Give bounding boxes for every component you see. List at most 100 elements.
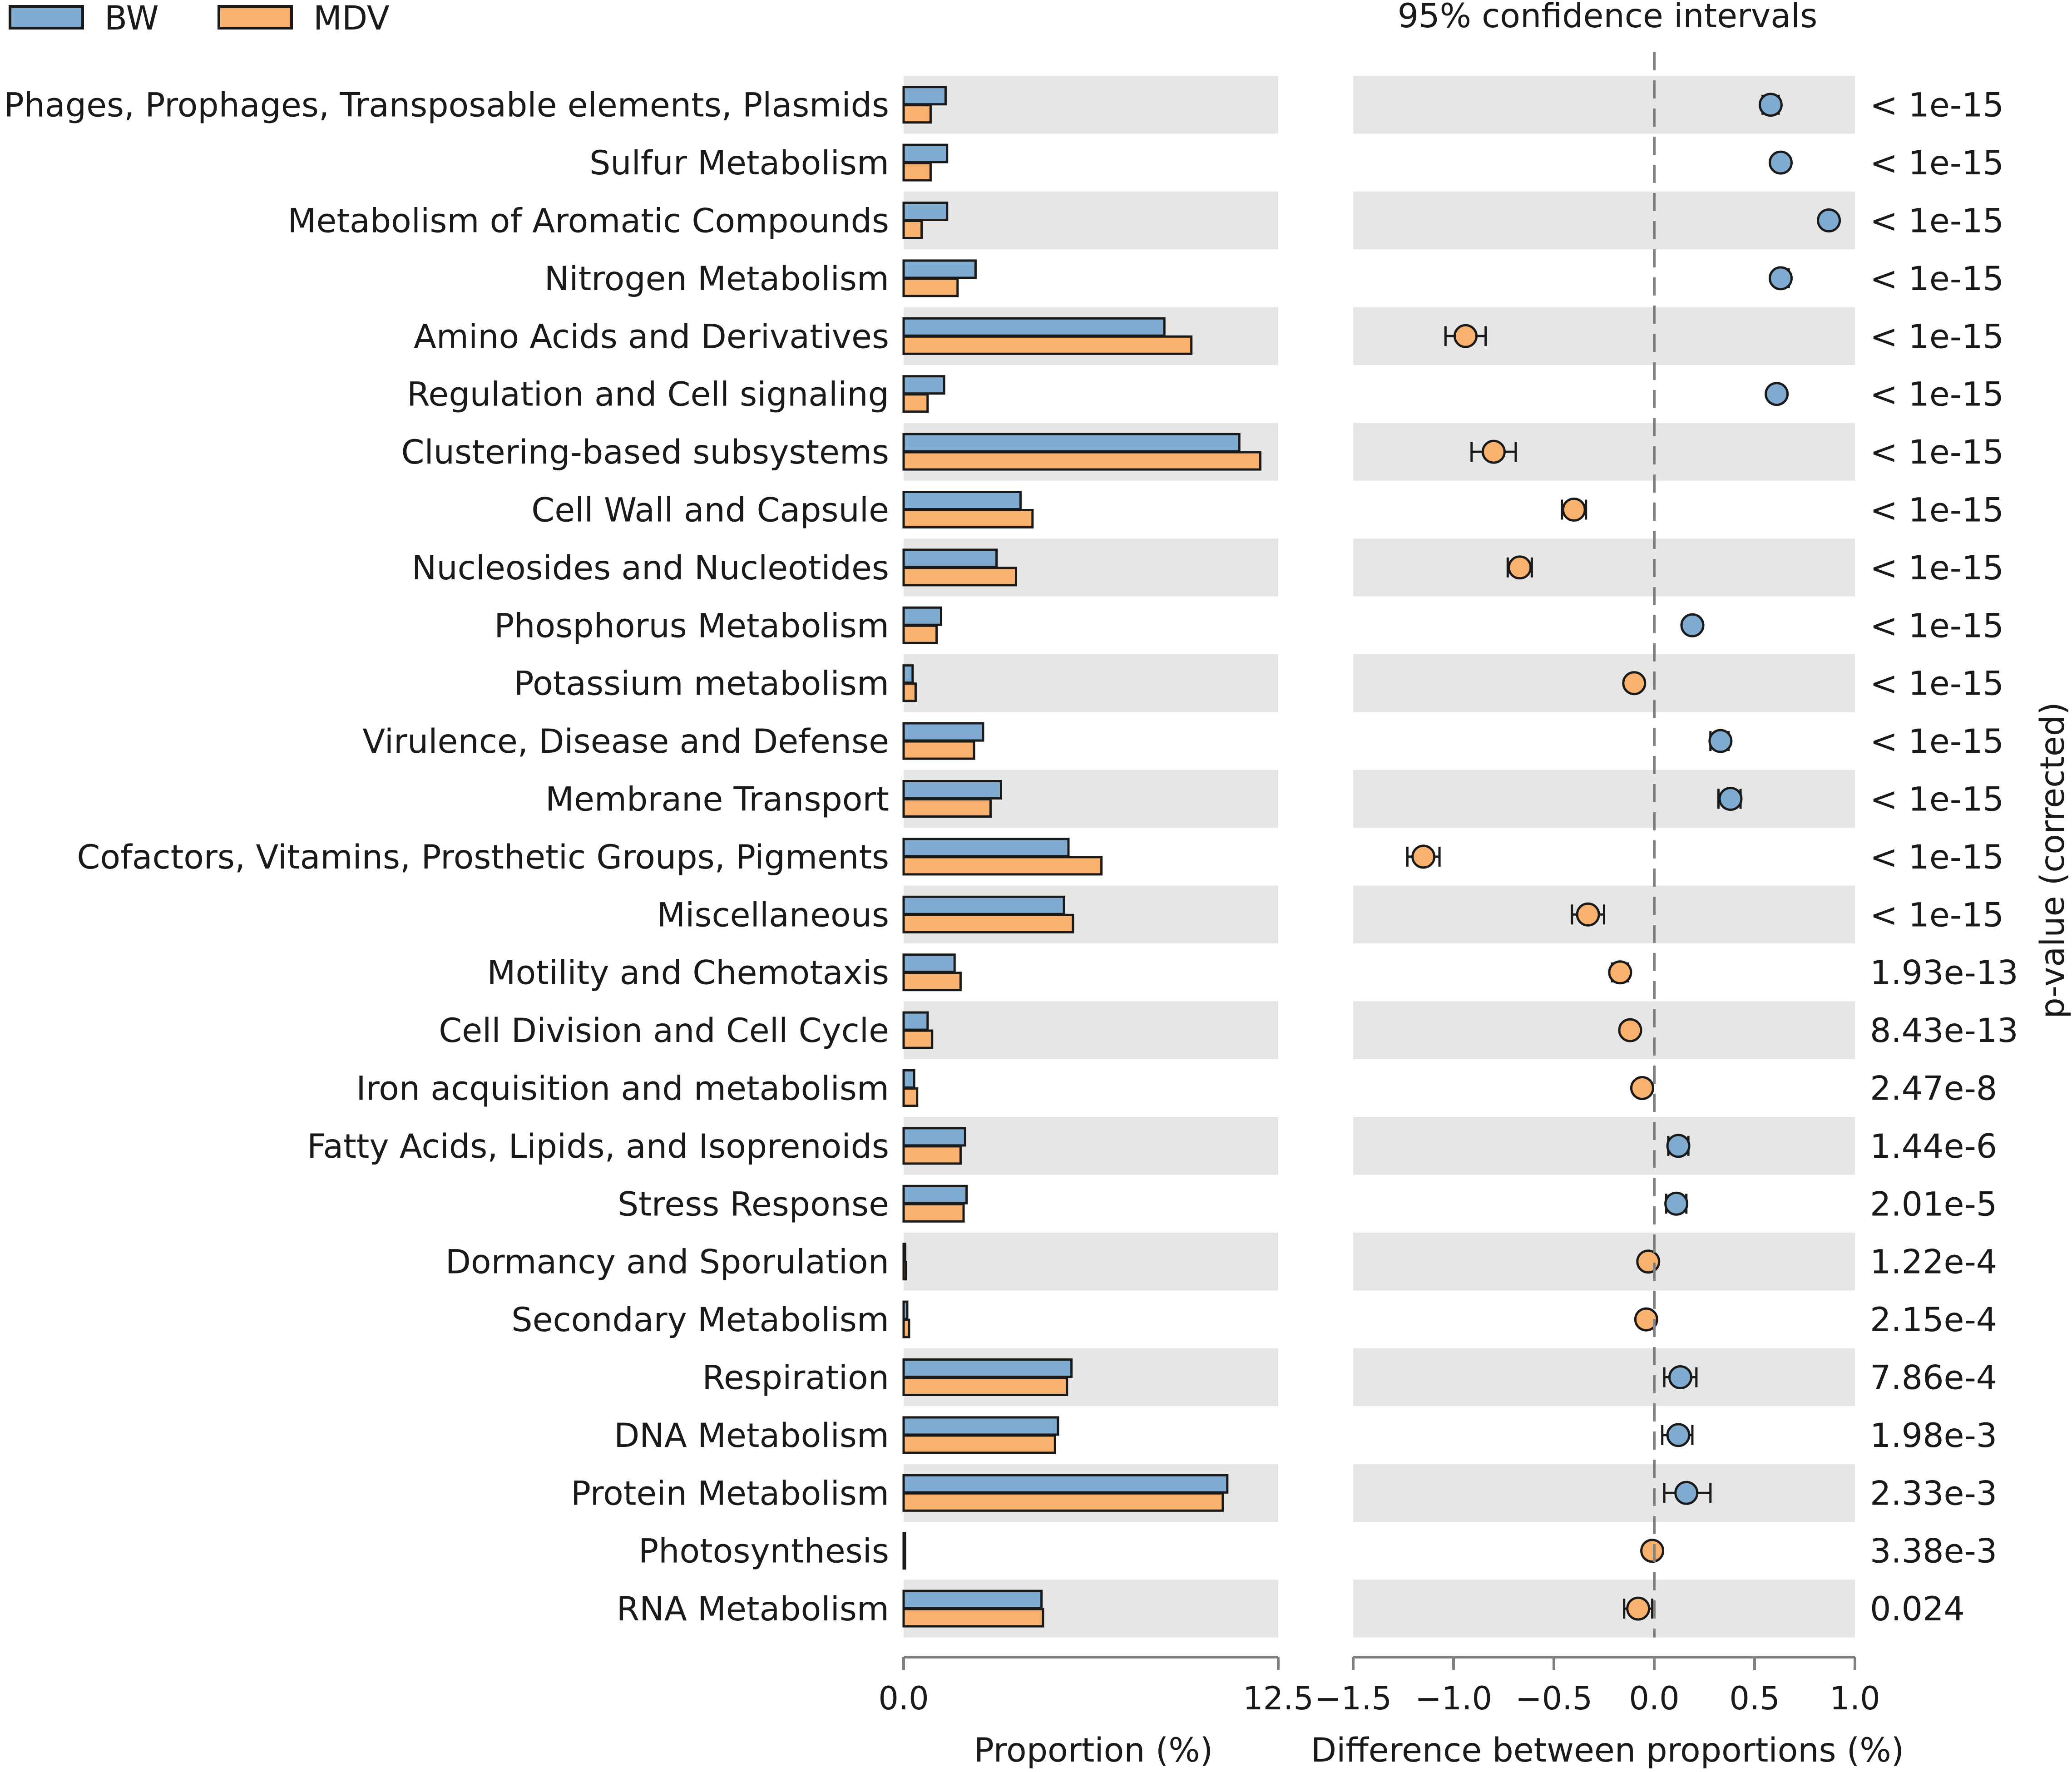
p-value: < 1e-15: [1870, 260, 2004, 298]
ci-title: 95% confidence intervals: [1398, 0, 1818, 35]
category-label: DNA Metabolism: [614, 1417, 889, 1455]
bar-bw: [902, 1127, 966, 1147]
row-band-right: [1353, 1117, 1855, 1175]
bar-bw: [902, 375, 945, 395]
difference-point: [1636, 1249, 1661, 1274]
bar-mdv: [902, 104, 932, 124]
row-band-left: [904, 654, 1278, 712]
difference-point: [1481, 439, 1506, 464]
bar-mdv: [902, 972, 962, 992]
bar-mdv: [902, 1492, 1224, 1512]
bar-mdv: [902, 1087, 919, 1107]
category-label: Stress Response: [618, 1185, 889, 1224]
bar-bw: [902, 1589, 1043, 1609]
difference-point: [1454, 324, 1478, 348]
bar-bw: [902, 143, 949, 163]
category-label: Photosynthesis: [638, 1532, 889, 1571]
legend-label-bw: BW: [104, 0, 159, 38]
bar-mdv: [902, 1203, 965, 1223]
p-value: < 1e-15: [1870, 433, 2004, 472]
difference-point: [1666, 1134, 1691, 1158]
p-value: < 1e-15: [1870, 838, 2004, 877]
category-label: Cell Wall and Capsule: [531, 491, 889, 530]
bar-bw: [902, 433, 1241, 453]
legend-label-mdv: MDV: [313, 0, 390, 38]
difference-point: [1680, 613, 1705, 637]
row-band-left: [904, 1001, 1278, 1059]
difference-point: [1634, 1307, 1658, 1332]
category-label: Dormancy and Sporulation: [445, 1243, 889, 1282]
bar-bw: [902, 1300, 909, 1320]
category-label: Cofactors, Vitamins, Prosthetic Groups, …: [77, 838, 889, 877]
bar-mdv: [902, 740, 975, 760]
category-label: Sulfur Metabolism: [589, 144, 889, 183]
category-label: Fatty Acids, Lipids, and Isoprenoids: [307, 1127, 889, 1166]
bar-mdv: [902, 1029, 934, 1049]
category-label: Regulation and Cell signaling: [407, 375, 889, 414]
bar-bw: [902, 895, 1065, 915]
p-value: < 1e-15: [1870, 375, 2004, 414]
bar-mdv: [902, 798, 992, 818]
bar-mdv: [902, 682, 917, 702]
bar-bw: [902, 548, 998, 568]
difference-marks: [1406, 93, 1841, 1621]
right-axis-title: Difference between proportions (%): [1311, 1731, 1904, 1770]
bar-bw: [902, 491, 1022, 510]
right-axis-tick-label: 0.5: [1729, 1680, 1780, 1717]
row-band-right: [1353, 654, 1855, 712]
row-band-right: [1353, 1464, 1855, 1522]
category-label: Iron acquisition and metabolism: [356, 1070, 889, 1108]
category-label: Secondary Metabolism: [511, 1301, 889, 1339]
bar-bw: [902, 86, 947, 106]
difference-point: [1626, 1596, 1651, 1621]
bar-mdv: [902, 335, 1193, 355]
difference-point: [1618, 1018, 1642, 1042]
bar-mdv: [902, 1608, 1044, 1628]
legend-swatch-mdv: [218, 5, 293, 30]
category-label: RNA Metabolism: [617, 1590, 889, 1629]
difference-point: [1666, 1423, 1691, 1447]
bar-mdv: [902, 451, 1261, 471]
p-values: < 1e-15 < 1e-15 < 1e-15 < 1e-15 < 1e-15 < 1e-…: [1870, 86, 2018, 1629]
bar-bw: [902, 606, 942, 626]
bar-bw: [902, 664, 914, 684]
bar-mdv: [902, 1145, 962, 1165]
pvalue-axis-title: p-value (corrected): [2033, 702, 2072, 1018]
bar-mdv: [902, 220, 923, 239]
category-label: Phosphorus Metabolism: [494, 607, 889, 645]
row-band-right: [1353, 1001, 1855, 1059]
bar-mdv: [902, 1550, 906, 1570]
bar-bw: [902, 953, 956, 973]
bar-bw: [902, 1069, 915, 1089]
p-value: 2.47e-8: [1870, 1070, 1997, 1108]
category-label: Amino Acids and Derivatives: [414, 317, 889, 356]
p-value: < 1e-15: [1870, 549, 2004, 587]
difference-point: [1562, 498, 1586, 522]
category-label: Clustering-based subsystems: [401, 433, 889, 472]
difference-point: [1758, 93, 1783, 117]
difference-point: [1622, 671, 1647, 696]
bar-mdv: [902, 277, 959, 297]
difference-point: [1718, 787, 1743, 811]
bar-mdv: [902, 624, 938, 644]
p-value: 8.43e-13: [1870, 1012, 2018, 1050]
p-value: < 1e-15: [1870, 665, 2004, 703]
p-value: 2.33e-3: [1870, 1474, 1997, 1513]
p-value: < 1e-15: [1870, 896, 2004, 934]
left-axis-title: Proportion (%): [974, 1731, 1213, 1770]
row-band-left: [904, 1233, 1278, 1291]
left-axis-tick-label: 0.0: [878, 1680, 929, 1717]
bar-mdv: [902, 509, 1034, 528]
p-value: 1.93e-13: [1870, 954, 2018, 992]
row-band-right: [1353, 770, 1855, 828]
category-label: Virulence, Disease and Defense: [362, 722, 889, 761]
difference-point: [1768, 266, 1793, 291]
bar-bw: [902, 317, 1166, 337]
bar-bw: [902, 259, 977, 279]
legend-swatch-bw: [9, 5, 84, 30]
legend: BW MDV: [9, 0, 390, 38]
p-value: < 1e-15: [1870, 722, 2004, 761]
category-label: Potassium metabolism: [514, 665, 889, 703]
bar-mdv: [902, 1318, 910, 1338]
